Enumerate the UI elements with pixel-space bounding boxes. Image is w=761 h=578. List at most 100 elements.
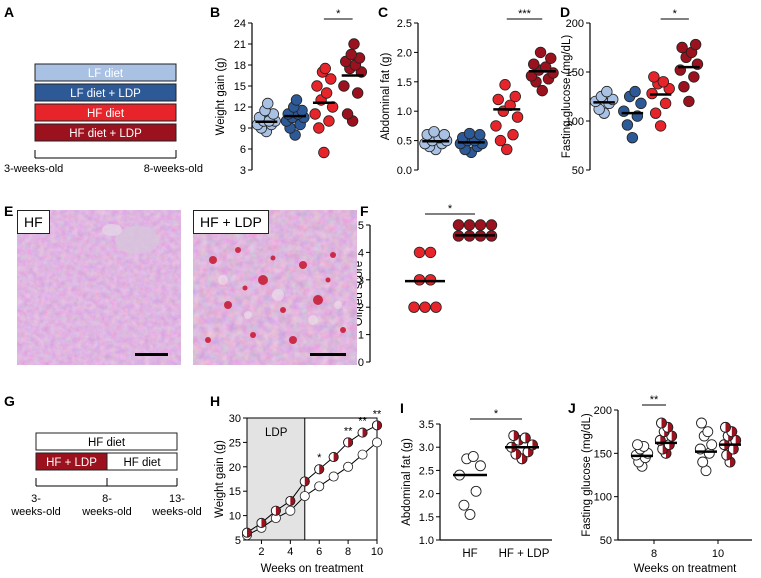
chart-i-significance-label: * [494,408,499,420]
hf-ldp-box [34,123,177,142]
chart-h-marker-outline [357,427,368,438]
chart-i-data-point [467,451,479,462]
chart-d-data-point [657,76,670,88]
chart-b-data-point [338,80,350,92]
chart-j-marker-half [667,422,673,433]
chart-c-data-point [511,111,524,123]
chart-f-data-point [430,301,442,313]
scale-bar [135,353,168,356]
micrograph-hf-ldp-texture [193,210,357,365]
chart-j-y-axis-label: Fasting glucose (mg/dL) [581,413,593,537]
chart-h-series-line [246,442,378,536]
chart-h-data-point [328,471,339,482]
chart-j-data-point [702,426,714,438]
panel-letter-j: J [568,400,576,416]
chart-b-y-tick-label: 24 [234,18,246,30]
chart-h-data-point [357,427,368,438]
chart-d-data-point [654,120,667,132]
chart-f-significance-label: * [448,203,453,215]
chart-d-y-axis-label: Fasting glucose (mg/dL) [561,35,573,159]
timeline-start-label: 3-weeks-old [4,163,63,175]
chart-h-x-axis-label: Weeks on treatment [261,563,365,575]
panel-a-diagram: LF diet LF diet + LDP HF diet HF diet + … [4,63,203,175]
chart-c-data-point [490,120,502,132]
chart-h-x-tick-label: 8 [345,546,351,558]
chart-f-data-point [485,219,498,231]
chart-j-data-point [721,449,733,461]
chart-h-marker-outline [314,464,325,475]
chart-j-marker-half [661,418,667,428]
chart-c-data-point [509,90,521,103]
chart-j-significance-label: ** [650,394,659,406]
chart-h-data-point [256,517,267,528]
chart-h-data-point [371,437,382,448]
hf-diet-label: HF diet [87,108,125,120]
chart-i-y-tick-label: 2.0 [419,489,434,501]
chart-h-marker-half [377,420,382,430]
chart-h-data-point [270,505,281,516]
timeline-end-label: 8-weeks-old [144,163,203,175]
chart-i-marker-outline [508,430,520,442]
chart-b-y-tick-label: 6 [240,144,246,156]
hf-diet-box [34,103,177,122]
chart-h-x-tick-label: 4 [287,546,293,558]
chart-h-marker-half [261,518,267,528]
chart-b-data-point [325,73,337,85]
chart-h-significance-label: ** [373,408,382,420]
chart-h-data-point [328,452,339,463]
chart-j-marker-half [735,435,741,446]
g-time-2-line1: 8- [102,493,112,505]
chart-f-data-point [424,246,437,259]
chart-h-marker-half [275,506,281,516]
chart-i-data-point [458,499,470,511]
micrograph-hf-label: HF [17,210,50,234]
chart-h-marker-outline [285,495,296,506]
panel-letter-b: B [210,4,220,20]
chart-d-y-tick-label: 100 [566,116,584,128]
chart-j-y-tick-label: 100 [594,492,612,504]
chart-c-y-tick-label: 2.0 [397,47,412,59]
chart-b-data-point [348,38,360,50]
chart-c-y-tick-label: 1.0 [397,106,412,118]
chart-h-marker-half [290,496,295,506]
chart-j-data-point [696,417,707,429]
chart-d-data-point [648,71,660,83]
chart-i-y-tick-label: 2.5 [419,465,434,477]
chart-b-y-tick-label: 12 [234,102,246,114]
chart-c-data-point [536,84,548,97]
chart-h-significance-label: ** [358,416,367,428]
chart-b-data-point [320,87,333,99]
chart-i-data-point [464,509,476,520]
chart-c-data-point [438,129,450,141]
chart-h-y-tick-label: 5 [235,535,241,547]
chart-h-y-tick-label: 15 [229,486,241,498]
chart-i-y-tick-label: 1.0 [419,535,434,547]
chart-c-data-point [528,58,540,70]
chart-h-data-point [299,476,310,487]
chart-d-data-point [649,107,662,119]
chart-h-series-line [246,424,378,534]
chart-j-data-point [706,439,718,451]
chart-i-y-axis-label: Abdominal fat (g) [401,438,413,526]
chart-j-marker-outline [721,449,733,461]
chart-f-y-tick-label: 1 [358,330,364,342]
chart-b-data-point [318,146,330,159]
micrograph-hf-ldp-label: HF + LDP [193,210,269,234]
chart-h-data-point [371,420,382,431]
chart-j-data-point [727,443,739,455]
chart-f-y-tick-label: 3 [358,275,364,287]
hf-ldp-label: HF diet + LDP [69,128,142,140]
chart-i-marker-outline [527,439,538,451]
chart-j-marker-half [671,431,677,441]
chart-h-marker-outline [270,505,281,516]
chart-i-data-point [508,430,520,442]
chart-b-significance-label: * [336,8,341,20]
chart-f-data-point [408,301,420,313]
chart-b-y-tick-label: 21 [234,39,246,51]
chart-h-marker-half [348,437,353,447]
chart-h-data-point [357,449,368,460]
chart-b-data-point [345,48,357,61]
chart-d-data-point [621,119,634,131]
micrograph-hf-ldp: HF + LDP [193,210,357,365]
